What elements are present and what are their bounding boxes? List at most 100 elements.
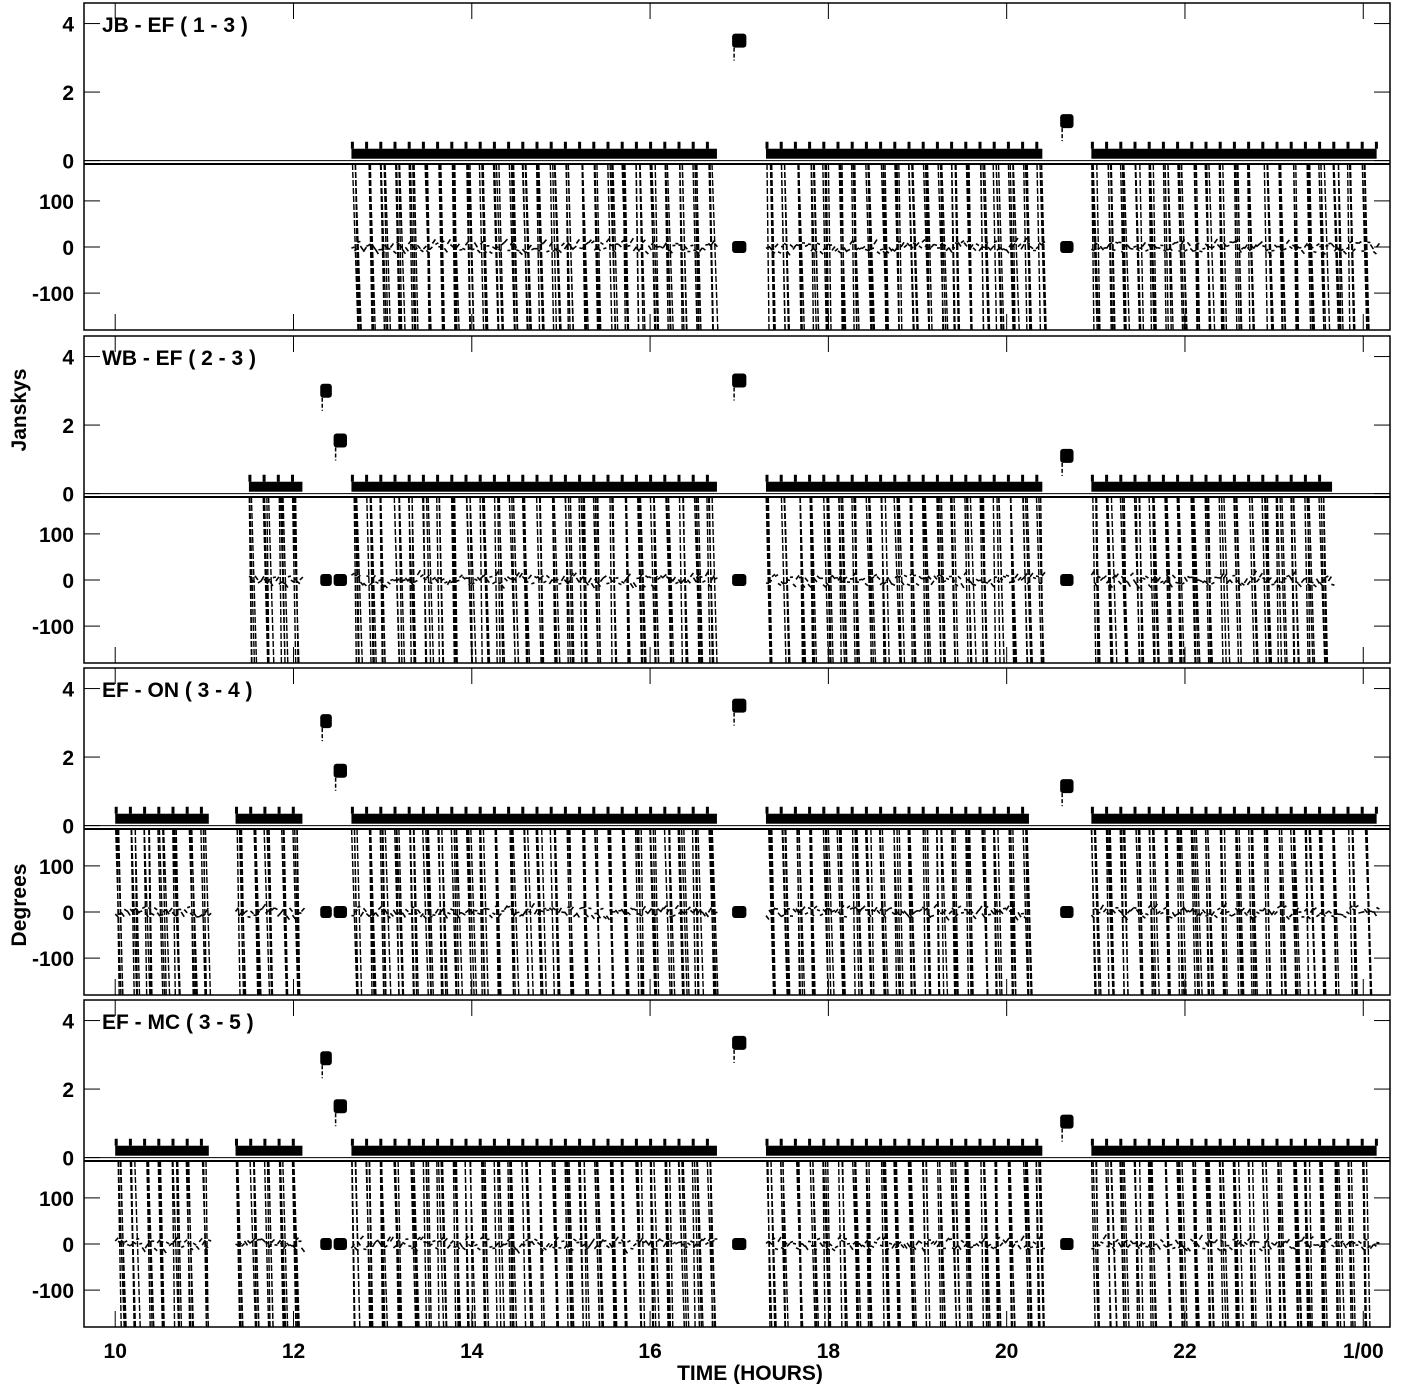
phase-zero-cluster	[234, 903, 306, 921]
phase-tick-label: -100	[32, 283, 74, 306]
calibrator-phase	[732, 1238, 747, 1250]
phase-zero-cluster	[1091, 1234, 1380, 1253]
target-scan-segment	[1090, 806, 1380, 996]
panel-frame	[83, 2, 1391, 331]
baseline-title: WB - EF ( 2 - 3 )	[102, 347, 256, 370]
time-tick-label: 1/00	[1343, 1340, 1384, 1363]
time-tick-label: 14	[460, 1340, 484, 1363]
amplitude-spikes	[765, 474, 1039, 482]
phase-zero-cluster	[1090, 902, 1380, 922]
calibrator-scan	[1060, 1114, 1074, 1250]
calibrator-amplitude	[320, 383, 332, 398]
phase-tick-label: 100	[39, 1188, 74, 1211]
calibrator-amplitude	[1060, 1114, 1074, 1129]
phase-tick-label: -100	[32, 948, 74, 971]
phase-zero-cluster	[1090, 570, 1335, 590]
amp-tick-label: 4	[62, 1011, 74, 1034]
phase-zero-cluster	[351, 237, 718, 257]
panel-2: 0 2 4 -100 0 100 WB - EF ( 2 - 3 )	[32, 335, 1391, 664]
amplitude-spikes	[765, 141, 1039, 149]
amplitude-band	[351, 481, 717, 492]
calibrator-scan	[732, 373, 747, 586]
target-scan-segment	[1090, 474, 1335, 664]
amp-tick-label: 2	[62, 747, 74, 770]
panel-frame	[83, 999, 1391, 1328]
amplitude-band	[1091, 1145, 1377, 1156]
calibrator-scan	[333, 763, 347, 918]
calibrator-phase	[1060, 906, 1074, 918]
amplitude-spikes	[235, 1138, 295, 1146]
amplitude-spikes	[114, 1138, 203, 1146]
amp-tick-label: 0	[62, 816, 74, 839]
y-axis-label-degrees: Degrees	[8, 864, 31, 947]
phase-zero-cluster	[765, 570, 1046, 589]
time-tick-label: 20	[995, 1340, 1018, 1363]
phase-tick-label: 100	[39, 524, 74, 547]
amplitude-spikes	[1090, 1138, 1378, 1146]
phase-tick-label: 100	[39, 856, 74, 879]
amplitude-spikes	[114, 806, 203, 814]
panel-3: 0 2 4 -100 0 100 EF - ON ( 3 - 4 )	[32, 667, 1391, 996]
amplitude-spikes	[1090, 474, 1322, 482]
target-scan-segment	[765, 474, 1046, 664]
target-scan-segment	[114, 806, 212, 996]
amplitude-band	[115, 813, 209, 824]
calibrator-amplitude	[1060, 114, 1074, 129]
phase-tick-label: 0	[62, 902, 74, 925]
amplitude-band	[765, 148, 1043, 159]
panel-frame	[83, 335, 1391, 664]
amplitude-spikes	[1090, 806, 1378, 814]
phase-tick-label: 0	[62, 1234, 74, 1257]
amp-tick-label: 4	[62, 679, 74, 702]
amplitude-band	[235, 813, 303, 824]
phase-zero-cluster	[350, 1235, 718, 1254]
target-scan-segment	[350, 806, 719, 996]
time-tick-label: 22	[1173, 1340, 1196, 1363]
baseline-title: EF - MC ( 3 - 5 )	[102, 1011, 254, 1034]
target-scan-segment	[234, 806, 306, 996]
calibrator-phase	[320, 906, 332, 918]
amp-tick-label: 0	[62, 151, 74, 174]
phase-wraps	[1090, 1160, 1371, 1328]
amplitude-band	[248, 481, 303, 492]
target-scan-segment	[765, 806, 1033, 996]
amplitude-spikes	[1090, 141, 1378, 149]
calibrator-phase	[732, 241, 747, 253]
amp-tick-label: 0	[62, 1148, 74, 1171]
target-scan-segment	[350, 474, 718, 664]
calibrator-phase	[320, 574, 332, 586]
amplitude-spikes	[350, 1138, 709, 1146]
target-scan-segment	[248, 474, 304, 664]
phase-tick-label: -100	[32, 1280, 74, 1303]
phase-wraps	[766, 163, 1047, 331]
phase-wraps	[765, 496, 1045, 664]
baseline-title: EF - ON ( 3 - 4 )	[102, 679, 253, 702]
calibrator-scan	[320, 714, 332, 918]
time-tick-label: 16	[638, 1340, 661, 1363]
calibrator-amplitude	[333, 763, 347, 778]
calibrator-amplitude	[732, 698, 747, 713]
calibrator-scan	[1060, 114, 1074, 253]
target-scan-segment	[765, 141, 1047, 331]
panel-1: 0 2 4 -100 0 100 JB - EF ( 1 - 3 )	[32, 2, 1391, 331]
calibrator-phase	[1060, 574, 1074, 586]
calibrator-scan	[732, 698, 747, 918]
calibrator-phase	[732, 574, 747, 586]
calibrator-amplitude	[1060, 448, 1074, 463]
calibrator-phase	[320, 1238, 332, 1250]
phase-zero-cluster	[765, 237, 1046, 256]
calibrator-scan	[333, 433, 347, 586]
phase-zero-cluster	[351, 902, 718, 921]
amplitude-band	[765, 1145, 1043, 1156]
calibrator-phase	[1060, 1238, 1074, 1250]
phase-zero-cluster	[114, 1236, 212, 1254]
amplitude-spikes	[765, 1138, 1039, 1146]
target-scan-segment	[1090, 1138, 1380, 1328]
calibrator-phase	[1060, 241, 1074, 253]
calibrator-phase	[333, 1238, 347, 1250]
amp-tick-label: 2	[62, 415, 74, 438]
calibrator-amplitude	[333, 1099, 347, 1114]
x-axis-label: TIME (HOURS)	[677, 1362, 823, 1384]
amplitude-band	[115, 1145, 209, 1156]
calibrator-phase	[333, 906, 347, 918]
